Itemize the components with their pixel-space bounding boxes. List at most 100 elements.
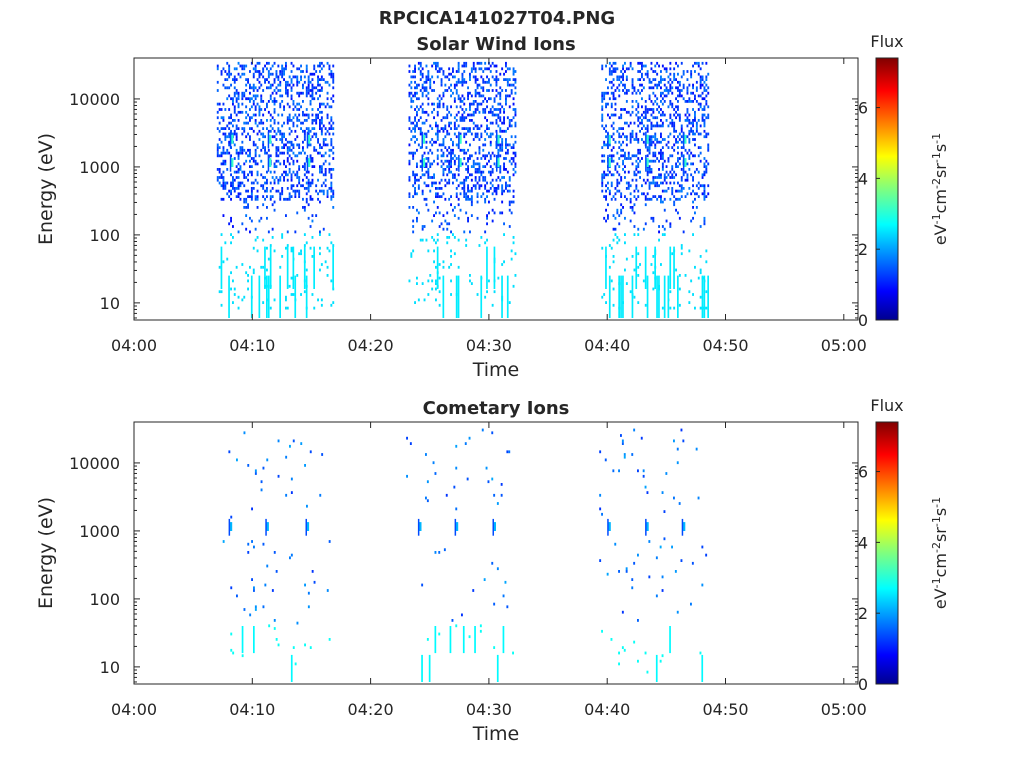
- flux-cell: [627, 124, 630, 128]
- flux-cell: [480, 170, 483, 174]
- flux-cell: [607, 91, 609, 95]
- flux-cell: [470, 178, 473, 182]
- flux-cell: [491, 151, 494, 155]
- flux-streak: [442, 275, 445, 318]
- flux-cell: [488, 110, 490, 114]
- flux-peak-edge: [458, 154, 460, 172]
- flux-cell: [302, 83, 304, 87]
- flux-cell: [605, 195, 607, 198]
- flux-cell: [286, 102, 289, 106]
- flux-cell: [631, 129, 634, 133]
- flux-cell: [661, 78, 664, 81]
- flux-cell: [652, 124, 655, 128]
- flux-cell: [305, 170, 308, 174]
- flux-cell: [512, 157, 515, 160]
- flux-cell: [648, 108, 651, 111]
- flux-cell: [232, 97, 234, 101]
- flux-cell: [610, 159, 613, 163]
- flux-cell: [332, 121, 335, 125]
- flux-cell: [427, 97, 430, 101]
- flux-cell: [688, 113, 691, 117]
- flux-cell: [654, 154, 657, 158]
- flux-cell: [254, 105, 257, 109]
- flux-cell: [688, 168, 691, 171]
- flux-cell: [421, 102, 424, 106]
- flux-cell: [692, 119, 694, 122]
- flux-cell: [328, 187, 331, 190]
- flux-cell: [678, 216, 681, 220]
- flux-cell: [332, 192, 335, 196]
- flux-cell: [283, 67, 285, 71]
- flux-cell: [493, 154, 496, 158]
- flux-cell: [612, 173, 615, 177]
- flux-cell: [328, 233, 331, 236]
- flux-cell: [620, 116, 623, 120]
- flux-cell: [233, 80, 236, 84]
- flux-cell: [254, 94, 257, 98]
- flux-cell: [484, 97, 487, 101]
- flux-cell: [281, 132, 284, 136]
- flux-cell: [271, 91, 274, 95]
- flux-cell: [678, 303, 681, 307]
- flux-cell: [235, 127, 238, 130]
- y-tick-label: 10000: [69, 454, 120, 473]
- flux-cell: [226, 124, 229, 128]
- flux-cell: [605, 78, 607, 81]
- flux-cell: [601, 67, 604, 71]
- flux-cell: [332, 132, 335, 136]
- flux-cell: [302, 91, 304, 95]
- flux-cell: [652, 219, 655, 223]
- flux-cell: [452, 233, 454, 236]
- flux-cell: [491, 75, 494, 79]
- flux-cell: [489, 135, 492, 139]
- flux-cell: [423, 110, 426, 114]
- flux-cell: [448, 110, 451, 114]
- flux-cell: [269, 67, 272, 71]
- flux-cell: [457, 97, 460, 101]
- unit-exponent: -2: [930, 178, 943, 189]
- flux-cell: [228, 450, 231, 454]
- flux-cell: [667, 75, 670, 79]
- flux-cell: [446, 154, 449, 158]
- flux-cell: [320, 121, 323, 125]
- flux-cell: [465, 61, 468, 65]
- flux-peak-edge: [645, 518, 647, 536]
- flux-cell: [435, 64, 437, 68]
- flux-cell: [476, 91, 479, 95]
- flux-cell: [438, 551, 441, 554]
- flux-cell: [488, 279, 490, 283]
- flux-cell: [273, 619, 276, 622]
- flux-cell: [601, 119, 604, 122]
- flux-cell: [305, 91, 308, 95]
- flux-cell: [669, 61, 672, 65]
- flux-cell: [421, 67, 424, 71]
- x-tick-label: 04:20: [348, 700, 394, 719]
- x-tick-label: 04:40: [584, 336, 630, 355]
- flux-cell: [656, 72, 659, 76]
- flux-cell: [688, 187, 691, 190]
- flux-cell: [603, 170, 606, 174]
- flux-cell: [488, 151, 490, 155]
- flux-cell: [220, 233, 223, 236]
- flux-cell: [622, 64, 624, 68]
- flux-cell: [433, 214, 435, 217]
- flux-cell: [262, 165, 265, 168]
- flux-cell: [618, 189, 621, 193]
- flux-streak: [228, 275, 230, 318]
- flux-peak: [683, 158, 687, 167]
- flux-cell: [488, 159, 490, 163]
- flux-cell: [495, 70, 498, 73]
- flux-cell: [508, 184, 511, 188]
- flux-cell: [621, 610, 624, 614]
- flux-cell: [283, 72, 285, 76]
- flux-cell: [465, 108, 468, 111]
- flux-cell: [236, 594, 238, 598]
- flux-cell: [635, 168, 638, 171]
- flux-cell: [421, 72, 424, 76]
- flux-cell: [271, 135, 274, 139]
- flux-cell: [440, 165, 443, 168]
- flux-cell: [484, 295, 487, 299]
- flux-cell: [506, 151, 509, 155]
- flux-cell: [286, 121, 289, 125]
- flux-cell: [304, 464, 306, 467]
